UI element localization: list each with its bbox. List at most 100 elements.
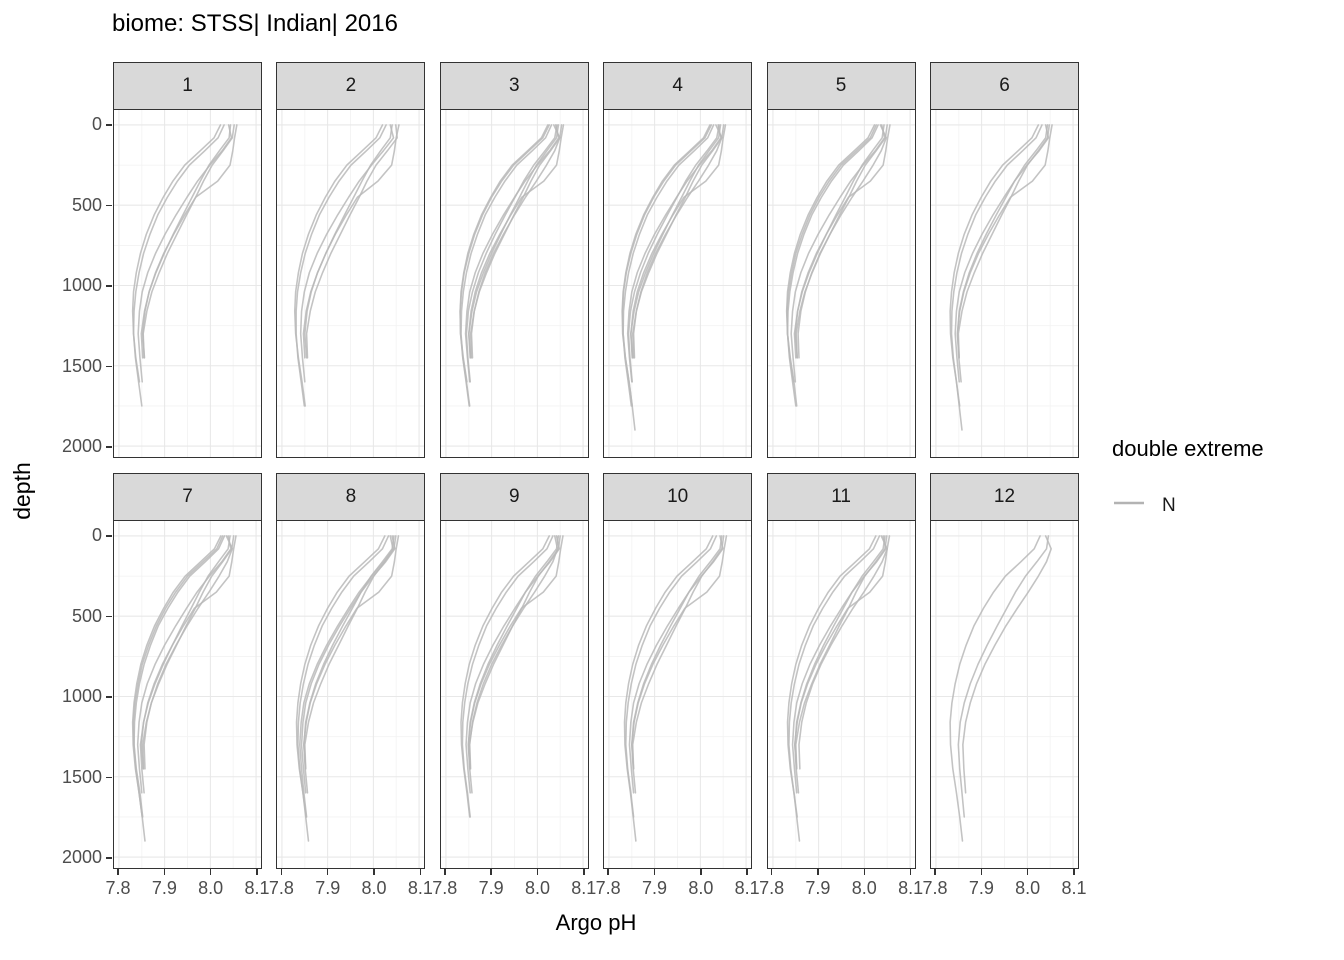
x-tick-label: 7.8 [105, 878, 131, 898]
x-tick-label: 7.9 [805, 878, 831, 898]
facet-7: 7 [113, 473, 262, 869]
profile-line [141, 124, 238, 359]
profile-line [131, 124, 222, 383]
x-tick-mark [770, 869, 773, 875]
facet-panel-plot [113, 521, 262, 869]
profile-line [957, 124, 1051, 359]
facet-panel-plot [766, 521, 916, 869]
profile-line [797, 535, 888, 770]
x-tick-mark [1073, 869, 1075, 875]
profile-line [949, 124, 1040, 431]
profile-line [465, 124, 558, 383]
profile-line [296, 535, 387, 842]
facet-10: 10 [603, 473, 753, 869]
profile-line [468, 535, 559, 770]
facet-strip: 8 [276, 473, 426, 521]
profile-line [632, 535, 725, 770]
profile-line [459, 124, 550, 407]
y-tick-mark [106, 365, 112, 368]
x-tick-mark [863, 869, 866, 875]
profile-line [136, 535, 232, 794]
y-tick-mark [106, 535, 112, 537]
profile-line [460, 535, 550, 818]
facet-strip-label: 1 [182, 75, 193, 96]
x-tick-label: 7.9 [968, 878, 994, 898]
profile-line [627, 124, 721, 383]
x-tick-label: 8.0 [851, 878, 877, 898]
profile-line [303, 535, 400, 770]
x-tick-label: 8.1 [898, 878, 924, 898]
facet-panel-plot [766, 110, 916, 458]
legend: double extreme N [1112, 436, 1342, 519]
y-tick-label: 2000 [61, 847, 102, 867]
profile-line [467, 124, 565, 359]
facet-strip: 9 [439, 473, 589, 521]
profile-line [303, 535, 396, 794]
facet-strip: 6 [930, 62, 1079, 110]
x-tick-mark [1026, 869, 1029, 875]
facet-strip: 1 [113, 62, 262, 110]
x-tick-label: 8.1 [734, 878, 760, 898]
y-tick-mark [106, 615, 112, 618]
profile-line [627, 124, 722, 383]
facet-strip-label: 2 [345, 75, 357, 96]
facet-strip: 5 [766, 62, 916, 110]
facet-panel-plot [439, 521, 589, 869]
x-tick-label: 7.9 [151, 878, 177, 898]
x-tick-mark [163, 869, 166, 875]
x-tick-label: 7.8 [595, 878, 621, 898]
x-tick-mark [256, 869, 258, 875]
x-tick-label: 7.8 [922, 878, 948, 898]
x-tick-label: 8.0 [1015, 878, 1041, 898]
facet-strip-label: 3 [509, 75, 520, 96]
legend-entry: N [1112, 492, 1342, 519]
profile-line [301, 535, 396, 794]
facet-strip-label: 12 [993, 486, 1016, 507]
profile-line [465, 535, 560, 794]
profile-line [632, 124, 725, 359]
facet-panel-plot [276, 110, 426, 458]
profile-line [303, 124, 394, 359]
x-tick-mark [980, 869, 983, 875]
facet-strip-label: 10 [667, 486, 689, 507]
profile-line [793, 535, 890, 770]
x-tick-mark [209, 869, 212, 875]
profile-line [954, 124, 1050, 383]
y-tick-label: 1000 [61, 275, 102, 295]
facet-3: 3 [439, 62, 589, 458]
profile-line [294, 124, 384, 407]
profile-line [132, 535, 224, 818]
facet-6: 6 [930, 62, 1079, 458]
profile-line [796, 124, 887, 359]
profile-line [625, 535, 718, 818]
facet-strip: 4 [603, 62, 753, 110]
facet-4: 4 [603, 62, 753, 458]
y-tick-mark [106, 857, 112, 859]
x-tick-label: 8.1 [1061, 878, 1087, 898]
profile-line [785, 124, 875, 383]
facet-panel-plot [603, 110, 753, 458]
profile-line [141, 535, 235, 770]
profile-line [630, 124, 722, 359]
x-tick-mark [909, 869, 912, 875]
facet-8: 8 [276, 473, 426, 869]
profile-line [137, 124, 233, 383]
profile-line [467, 535, 559, 794]
x-tick-mark [280, 869, 283, 875]
x-axis-title: Argo pH [555, 910, 637, 935]
x-tick-mark [536, 869, 539, 875]
x-tick-label: 8.0 [688, 878, 714, 898]
x-tick-label: 8.0 [524, 878, 550, 898]
profile-line [950, 124, 1043, 407]
y-tick-label: 500 [71, 194, 102, 215]
x-tick-mark [490, 869, 492, 875]
facet-strip: 10 [603, 473, 753, 521]
x-tick-mark [653, 869, 656, 875]
plot-title: biome: STSS| Indian| 2016 [112, 10, 398, 37]
facet-panel-plot [603, 521, 753, 869]
y-tick-label: 1500 [61, 355, 102, 376]
profile-line [469, 124, 563, 359]
x-tick-mark [117, 869, 119, 875]
x-tick-label: 7.8 [268, 878, 294, 898]
